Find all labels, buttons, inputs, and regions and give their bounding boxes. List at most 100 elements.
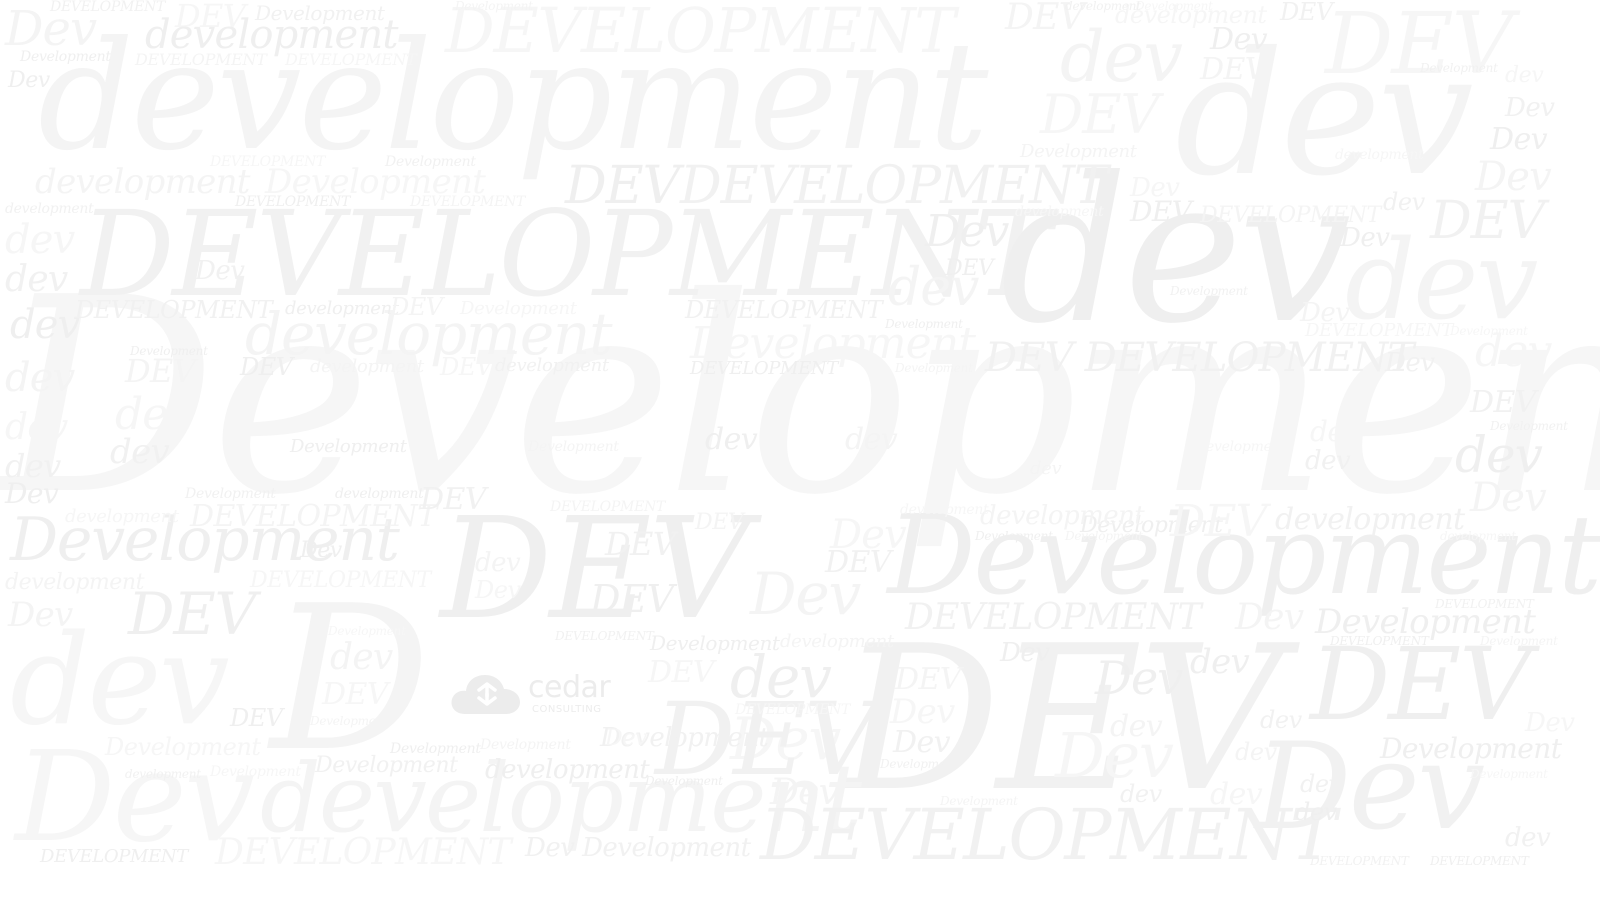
word-cloud-term: dev [10,608,230,753]
word-cloud-term: Development [1080,513,1223,538]
word-cloud-term: dev [1305,446,1351,476]
word-cloud-term: Development [940,794,1018,808]
word-cloud-term: DEV [1325,0,1513,94]
word-cloud-term: dev [5,447,61,485]
word-cloud-term: DEV [1430,191,1545,251]
word-cloud-term: Dev [1490,122,1548,157]
word-cloud-term: Dev [1210,22,1268,57]
word-cloud-term: DEVELOPMENT [50,0,166,15]
word-cloud-term: DEV [440,353,493,381]
word-cloud-term: DEVELOPMENT [250,568,431,593]
word-cloud-term: Dev [1385,348,1435,378]
word-cloud-term: dev [1295,798,1337,826]
word-cloud-term: Dev [5,477,59,510]
word-cloud-term: DEV [230,704,283,732]
word-cloud-term: development [1065,0,1141,13]
word-cloud-term: dev [1383,188,1425,216]
word-cloud-term: Development [460,298,577,319]
word-cloud-term: DEV DEVELOPMENT [985,335,1414,381]
word-cloud-term: DEVELOPMENT [1330,634,1429,648]
word-cloud-term: dev [5,259,68,300]
word-cloud-term: dev [1475,326,1552,377]
word-cloud-term: dev [705,422,758,457]
word-cloud-term: Development [265,162,486,202]
word-cloud-term: DEV [1280,0,1333,26]
word-cloud-term: Dev [1255,718,1485,857]
word-cloud-term: Development [455,0,533,13]
word-cloud-term: Development [1490,419,1568,433]
word-cloud-term: development [780,631,894,652]
word-cloud-term: dev [1345,216,1538,344]
word-cloud-term: dev [845,422,898,457]
word-cloud-term: Development [210,764,301,780]
word-cloud-term: DEVELOPMENT [190,499,437,534]
word-cloud-term: Dev [1470,475,1547,521]
word-cloud-term: D [270,563,430,796]
word-cloud-term: Dev [750,560,861,628]
word-cloud-term: DEV [840,603,1283,836]
word-cloud-term: dev [1310,415,1359,448]
word-cloud-term: dev [730,643,832,711]
word-cloud-term: dev [1505,823,1551,853]
word-cloud-term: DEV [1310,626,1531,743]
word-cloud-term: development [1440,529,1516,543]
word-cloud-term: Development [645,774,723,788]
word-cloud-term: DEV [440,488,750,651]
word-cloud-term: DEV [1200,52,1266,87]
word-cloud-term: DEVELOPMENT [215,832,512,873]
word-cloud-term: Development [185,486,276,502]
word-cloud-term: Development [1065,529,1143,543]
word-cloud-term: dev [5,355,75,401]
word-cloud-term: development [145,12,398,58]
word-cloud-term: Dev [890,692,955,732]
word-cloud-term: dev [475,548,521,578]
word-cloud-term: DEV [1130,195,1192,228]
word-cloud-term: development [485,755,650,785]
word-cloud-term: DEVELOPMENT [1305,320,1453,341]
word-cloud-term: DEVELOPMENT [555,629,654,643]
word-cloud-term: dev [888,258,979,318]
word-cloud-term: development [980,501,1145,531]
word-cloud-term: Development [650,631,780,655]
logo-brand-text: cedar [528,670,611,705]
word-cloud-term: Dev [830,512,907,558]
word-cloud-term: DEV [590,577,674,621]
word-cloud-term: Development [385,154,476,170]
word-cloud-term: DEV [655,681,876,798]
word-cloud-term: dev [1235,738,1277,766]
word-cloud-term: DEV [322,677,388,712]
word-cloud-term: Development [480,737,571,753]
word-cloud-term: DEV [565,156,680,216]
word-cloud-term: Development [880,757,958,771]
word-cloud-term: Development [887,491,1600,619]
logo-tagline-text: CONSULTING [532,704,602,715]
word-cloud-term: DEVELOPMENT [135,50,267,69]
word-cloud-term: Development [0,239,1600,554]
cloud-link-icon [451,675,520,714]
word-cloud-term: Dev [15,725,255,870]
word-cloud-term: Development [1135,0,1213,13]
word-cloud-term: Dev [8,68,50,93]
word-cloud-term: dev [1030,458,1062,479]
word-cloud-term: Development [10,505,400,575]
word-cloud-term: Development [1480,634,1558,648]
word-cloud-term: dev [1000,135,1351,368]
word-cloud-term: Development [1170,284,1248,298]
word-cloud-term: development [1115,1,1267,29]
word-cloud-term: Dev [605,726,647,751]
word-cloud-term: DEVELOPMENT [680,156,1108,216]
word-cloud-term: development [38,10,988,184]
word-cloud-term: development [5,570,144,595]
word-cloud-term: development [335,486,424,502]
word-cloud-term: dev [5,217,75,263]
word-cloud-term: development [5,201,94,217]
word-cloud-term: Development [690,318,976,369]
word-cloud-term: DEVELOPMENT [1200,203,1381,228]
word-cloud-term: DEVELOPMENT [80,185,1052,323]
word-cloud-term: DEVELOPMENT [1430,854,1529,868]
word-cloud-term: Development [315,753,458,778]
word-cloud-term: DEVELOPMENT [905,597,1202,638]
word-cloud-term: Dev [1300,298,1350,328]
word-cloud-term: Dev [1525,708,1575,738]
word-cloud-term: Dev [1475,154,1552,200]
